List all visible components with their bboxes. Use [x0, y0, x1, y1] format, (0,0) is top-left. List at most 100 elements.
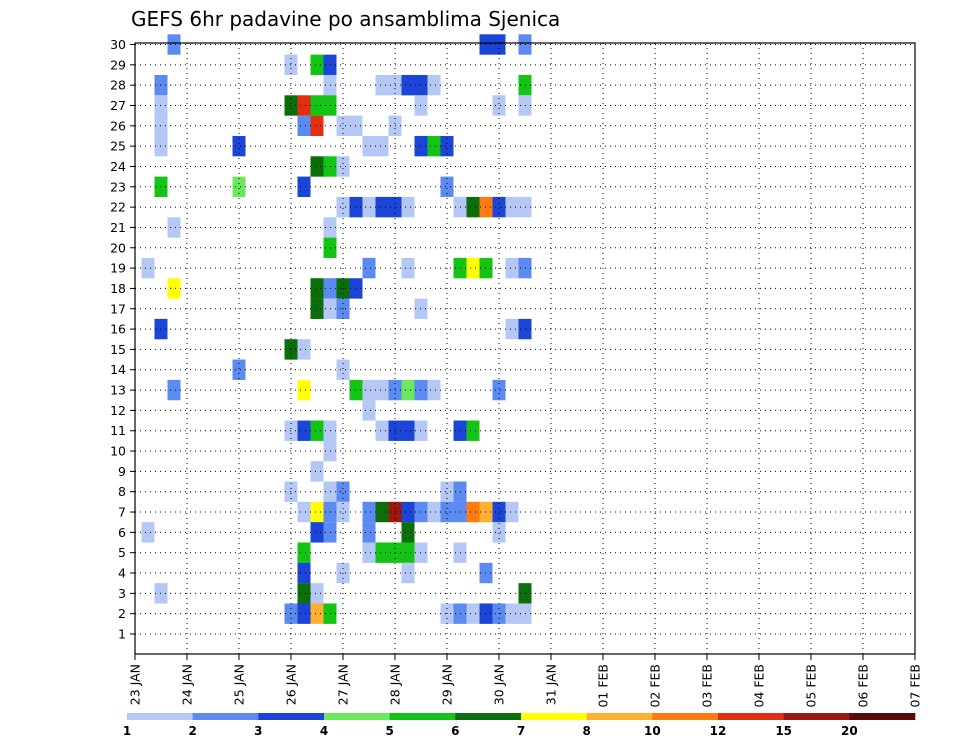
precip-cell [466, 420, 480, 441]
x-tick-label: 05 FEB [804, 664, 819, 708]
precip-cell [362, 257, 376, 279]
precip-cell [297, 339, 311, 360]
x-tick-label: 31 JAN [544, 664, 559, 705]
precip-cell [401, 379, 415, 401]
y-tick-label: 21 [110, 220, 126, 235]
precip-cell [141, 257, 155, 279]
grid-layer [135, 43, 916, 654]
precip-cell [167, 278, 181, 299]
colorbar-label: 5 [385, 724, 393, 738]
plot-frame [134, 42, 916, 655]
colorbar-label: 10 [644, 724, 661, 738]
precip-cell [505, 318, 519, 340]
colorbar-swatch [586, 713, 653, 720]
precip-cell [427, 74, 441, 96]
colorbar-label: 1 [123, 724, 131, 738]
precip-cell [427, 135, 441, 157]
precip-cell [466, 603, 480, 624]
precip-cell [297, 542, 311, 563]
colorbar-swatch [324, 713, 390, 720]
colorbar-label: 3 [254, 724, 262, 738]
x-tick-label: 23 JAN [128, 664, 143, 705]
x-tick-label: 27 JAN [336, 664, 351, 705]
precip-cell [375, 135, 389, 157]
precip-cell [297, 176, 311, 197]
colorbar-swatch [652, 713, 719, 720]
y-tick-label: 25 [110, 139, 126, 154]
y-tick-label: 17 [110, 301, 126, 316]
precip-cell [466, 501, 480, 523]
precip-cell [401, 420, 415, 441]
colorbar-swatch [258, 713, 325, 720]
colorbar-label: 6 [451, 724, 459, 738]
x-tick-label: 25 JAN [232, 664, 247, 705]
precip-cell [466, 196, 480, 218]
colorbar-swatch [718, 713, 784, 720]
precip-cell [492, 522, 506, 543]
x-tick-label: 28 JAN [388, 664, 403, 705]
x-tick-label: 26 JAN [284, 664, 299, 705]
y-tick-label: 24 [110, 159, 126, 174]
y-tick-label: 9 [118, 464, 126, 479]
y-tick-label: 2 [118, 606, 126, 621]
precip-cell [492, 196, 506, 218]
precip-cell [401, 542, 415, 563]
x-tick-label: 04 FEB [752, 664, 767, 708]
precip-cell [310, 501, 324, 523]
x-tick-label: 07 FEB [908, 664, 923, 708]
y-tick-label: 28 [110, 78, 126, 93]
precip-cell [440, 176, 454, 197]
y-tick-label: 22 [110, 200, 126, 215]
precip-cell [375, 501, 389, 523]
colorbar-swatch [455, 713, 522, 720]
y-tick-label: 27 [110, 98, 126, 113]
colorbar-label: 2 [188, 724, 196, 738]
precip-cell [297, 115, 311, 137]
precip-cell [297, 603, 311, 624]
precip-cell [492, 501, 506, 523]
x-tick-label: 03 FEB [700, 664, 715, 708]
precip-cell [232, 176, 246, 197]
colorbar-label: 8 [582, 724, 590, 738]
precip-cell [401, 501, 415, 523]
y-tick-label: 23 [110, 179, 126, 194]
y-tick-label: 6 [118, 525, 126, 540]
precip-cell [492, 34, 506, 55]
precip-cell [505, 257, 519, 279]
precip-cell [505, 196, 519, 218]
colorbar-swatch [521, 713, 587, 720]
y-tick-label: 8 [118, 484, 126, 499]
colorbar-label: 12 [710, 724, 727, 738]
precip-cell [310, 54, 324, 76]
precip-cell [336, 115, 350, 137]
precip-cell [141, 522, 155, 543]
precip-cell [362, 135, 376, 157]
precip-cell [375, 196, 389, 218]
precip-cell [375, 542, 389, 563]
precip-cell [310, 95, 324, 116]
precip-cell [401, 257, 415, 279]
precip-cell [310, 461, 324, 482]
x-tick-label: 24 JAN [180, 664, 195, 705]
precip-cell [297, 501, 311, 523]
y-tick-label: 14 [110, 362, 126, 377]
precip-cell [310, 278, 324, 299]
precip-cell [401, 74, 415, 96]
precip-cell [362, 400, 376, 421]
precip-cell [310, 420, 324, 441]
colorbar-label: 15 [775, 724, 792, 738]
precip-cell [297, 379, 311, 401]
y-tick-label: 16 [110, 322, 126, 337]
precip-cell [375, 379, 389, 401]
precip-cell [427, 501, 441, 523]
colorbar-label: 7 [517, 724, 525, 738]
y-tick-label: 19 [110, 261, 126, 276]
y-tick-label: 7 [118, 505, 126, 520]
precip-cell [440, 481, 454, 502]
precip-cell [297, 95, 311, 116]
precip-cell [375, 420, 389, 441]
precip-cell [427, 379, 441, 401]
precip-cell [232, 359, 246, 380]
colorbar: 1 2 3 4 5 6 7 8 10 12 15 20 [123, 713, 916, 738]
